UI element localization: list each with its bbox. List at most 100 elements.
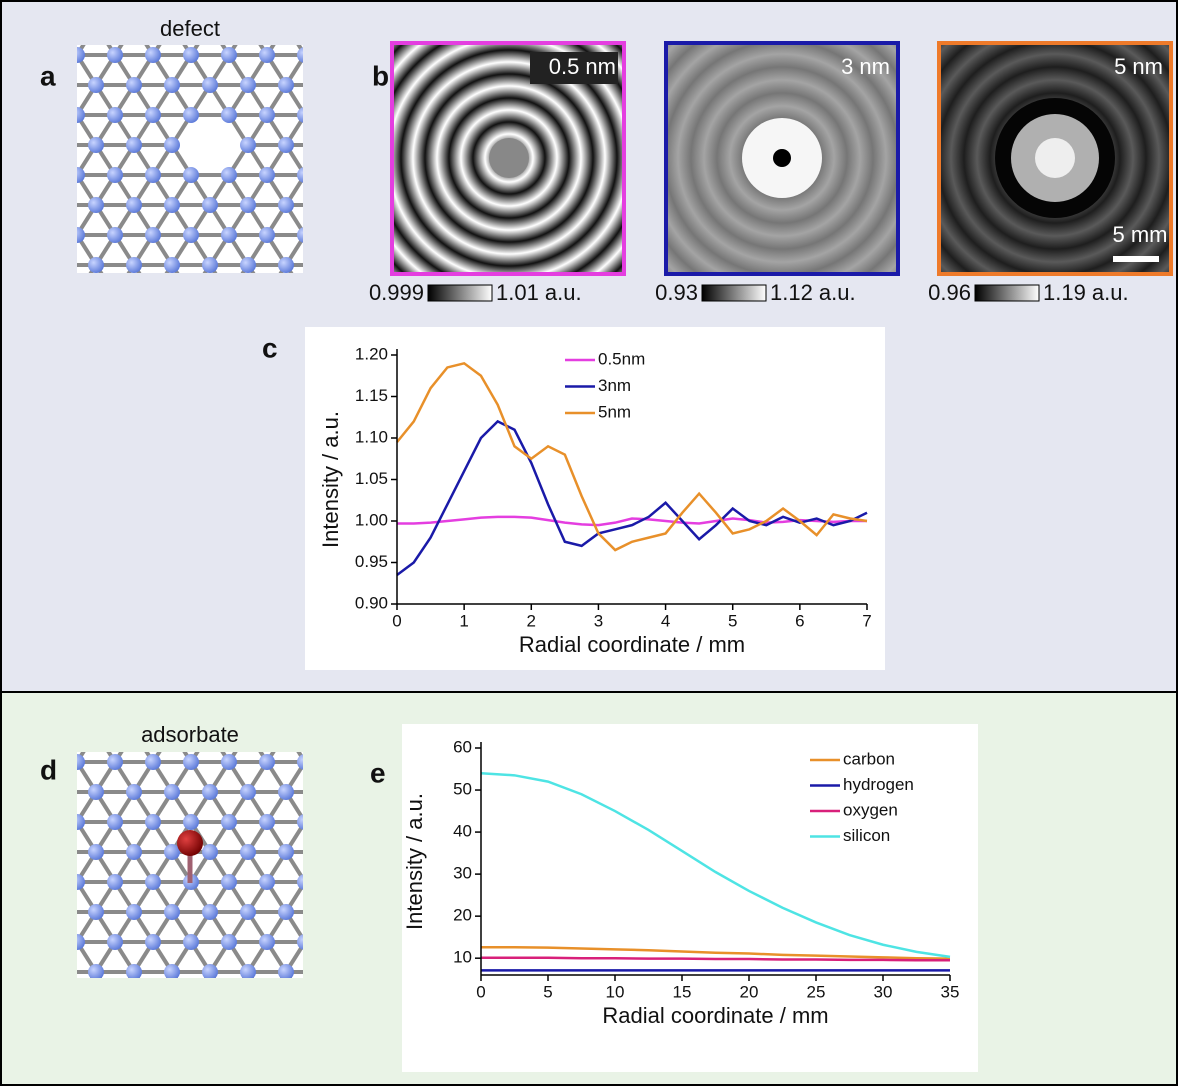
- x-tick-label: 2: [527, 611, 536, 630]
- atom: [202, 257, 218, 273]
- atom: [88, 784, 104, 800]
- atom: [145, 47, 161, 63]
- panel-label: a: [40, 60, 56, 91]
- atom: [164, 904, 180, 920]
- atom: [278, 197, 294, 213]
- y-tick-label: 30: [453, 864, 472, 883]
- x-tick-label: 5: [543, 982, 552, 1001]
- atom: [259, 167, 275, 183]
- atom: [126, 844, 142, 860]
- legend-label: carbon: [843, 749, 895, 768]
- x-tick-label: 7: [862, 611, 871, 630]
- panel-label: e: [370, 757, 386, 788]
- x-axis-title: Radial coordinate / mm: [519, 632, 745, 657]
- atom: [221, 814, 237, 830]
- atom: [126, 257, 142, 273]
- atom: [240, 784, 256, 800]
- y-tick-label: 1.10: [355, 427, 388, 446]
- y-tick-label: 1.20: [355, 344, 388, 363]
- x-tick-label: 25: [807, 982, 826, 1001]
- y-axis-title: Intensity / a.u.: [318, 411, 343, 548]
- x-tick-label: 30: [874, 982, 893, 1001]
- atom: [278, 257, 294, 273]
- colorbar: [428, 285, 492, 301]
- atom: [278, 904, 294, 920]
- x-tick-label: 35: [941, 982, 960, 1001]
- atom: [126, 197, 142, 213]
- x-tick-label: 0: [476, 982, 485, 1001]
- atom: [240, 964, 256, 980]
- colorbar-max: 1.12 a.u.: [770, 280, 856, 305]
- image: [668, 45, 896, 272]
- atom: [183, 934, 199, 950]
- atom: [278, 784, 294, 800]
- atom: [126, 964, 142, 980]
- panel-title: adsorbate: [141, 722, 239, 747]
- atom: [145, 227, 161, 243]
- center: [1035, 138, 1075, 178]
- x-tick-label: 4: [661, 611, 670, 630]
- y-tick-label: 1.00: [355, 510, 388, 529]
- atom: [107, 814, 123, 830]
- atom: [259, 934, 275, 950]
- atom: [240, 904, 256, 920]
- atom: [240, 77, 256, 93]
- atom: [164, 964, 180, 980]
- atom: [221, 227, 237, 243]
- atom: [221, 934, 237, 950]
- atom: [88, 197, 104, 213]
- x-tick-label: 5: [728, 611, 737, 630]
- figure: a defect b 0.5 nm0.9991.01 a.u.3 nm0.931…: [0, 0, 1178, 1086]
- atom: [183, 227, 199, 243]
- atom: [107, 107, 123, 123]
- atom: [145, 107, 161, 123]
- center-dot: [773, 149, 791, 167]
- atom: [183, 754, 199, 770]
- x-tick-label: 20: [740, 982, 759, 1001]
- atom: [88, 77, 104, 93]
- atom: [145, 934, 161, 950]
- atom: [221, 107, 237, 123]
- colorbar: [702, 285, 766, 301]
- atom: [259, 814, 275, 830]
- atom: [164, 137, 180, 153]
- atom: [259, 874, 275, 890]
- atom: [164, 197, 180, 213]
- legend-label: silicon: [843, 826, 890, 845]
- colorbar: [975, 285, 1039, 301]
- atom: [221, 167, 237, 183]
- atom: [259, 47, 275, 63]
- panel-label: b: [372, 60, 389, 91]
- colorbar-max: 1.01 a.u.: [496, 280, 582, 305]
- atom: [259, 754, 275, 770]
- atom: [240, 257, 256, 273]
- y-axis-title: Intensity / a.u.: [402, 793, 427, 930]
- x-tick-label: 10: [606, 982, 625, 1001]
- x-axis-title: Radial coordinate / mm: [602, 1003, 828, 1028]
- y-tick-label: 60: [453, 737, 472, 756]
- atom: [240, 844, 256, 860]
- atom: [107, 934, 123, 950]
- y-tick-label: 40: [453, 822, 472, 841]
- atom: [202, 904, 218, 920]
- atom: [88, 904, 104, 920]
- atom: [202, 784, 218, 800]
- atom: [164, 257, 180, 273]
- y-tick-label: 20: [453, 906, 472, 925]
- y-tick-label: 1.05: [355, 469, 388, 488]
- atom: [107, 167, 123, 183]
- atom: [278, 77, 294, 93]
- atom: [107, 227, 123, 243]
- atom: [202, 844, 218, 860]
- atom: [88, 137, 104, 153]
- atom: [126, 77, 142, 93]
- legend-label: hydrogen: [843, 775, 914, 794]
- atom: [126, 137, 142, 153]
- atom: [221, 754, 237, 770]
- y-tick-label: 50: [453, 780, 472, 799]
- atom: [126, 784, 142, 800]
- colorbar-max: 1.19 a.u.: [1043, 280, 1129, 305]
- atom: [278, 964, 294, 980]
- scale-bar: [1113, 256, 1159, 262]
- x-tick-label: 1: [459, 611, 468, 630]
